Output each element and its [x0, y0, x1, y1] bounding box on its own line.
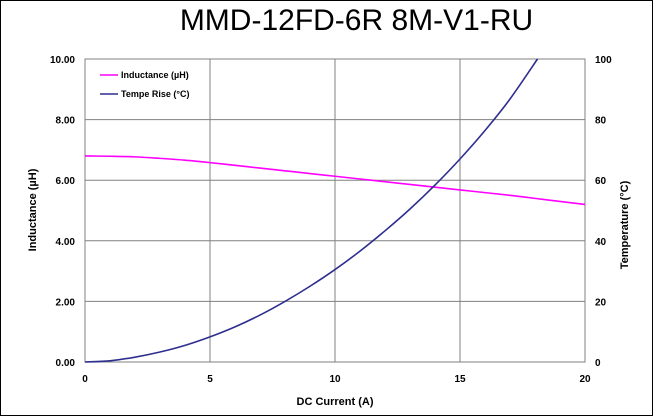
series-line-temperature — [84, 58, 539, 363]
y-axis-label: Inductance (µH) — [27, 168, 39, 251]
y2-axis-label: Temperature (°C) — [619, 180, 631, 269]
legend-label-temperature: Tempe Rise (°C) — [121, 89, 189, 99]
x-tick-label: 15 — [454, 374, 466, 385]
y-tick-label: 4.00 — [56, 237, 76, 248]
y-tick-label: 8.00 — [56, 116, 76, 127]
y2-tick-label: 40 — [595, 237, 607, 248]
x-axis-label: DC Current (A) — [297, 396, 374, 408]
x-tick-label: 20 — [579, 374, 591, 385]
y-tick-label: 10.00 — [50, 55, 75, 66]
y2-tick-label: 80 — [595, 116, 607, 127]
y-tick-label: 2.00 — [56, 297, 76, 308]
series-line-inductance — [84, 155, 586, 206]
y-tick-label: 6.00 — [56, 176, 76, 187]
x-tick-label: 10 — [329, 374, 341, 385]
legend: Inductance (µH) Tempe Rise (°C) — [100, 70, 189, 99]
tick-labels: 0 5 10 15 20 0.00 0 2.00 20 4.00 40 6.00 60 8.00 80 10.… — [50, 55, 612, 385]
y2-tick-label: 0 — [595, 358, 601, 369]
x-tick-label: 0 — [82, 374, 88, 385]
plot-area-border — [84, 58, 586, 363]
y2-tick-label: 100 — [595, 55, 612, 66]
chart-title: MMD-12FD-6R 8M-V1-RU — [179, 4, 534, 37]
x-tick-label: 5 — [207, 374, 213, 385]
y-tick-label: 0.00 — [56, 358, 76, 369]
y2-tick-label: 60 — [595, 176, 607, 187]
series-layer — [84, 58, 586, 363]
legend-label-inductance: Inductance (µH) — [121, 70, 189, 80]
grid-lines — [85, 59, 585, 362]
y2-tick-label: 20 — [595, 297, 607, 308]
